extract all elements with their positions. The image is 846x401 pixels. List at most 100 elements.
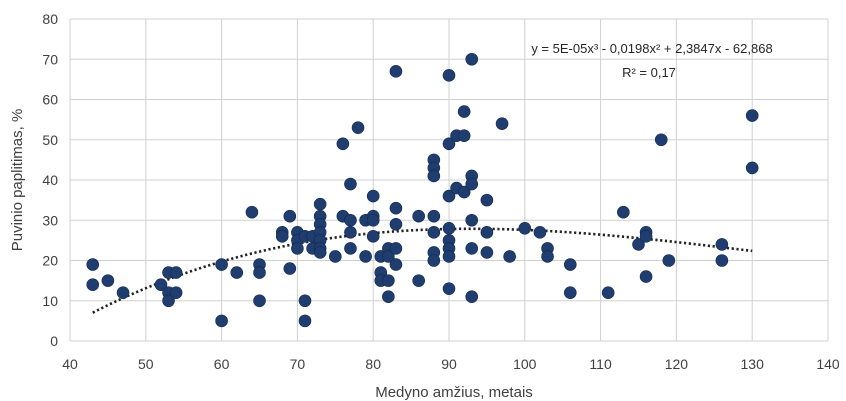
y-axis-title: Puvinio paplitimas, % [9, 109, 26, 252]
data-point [366, 213, 380, 227]
data-point [541, 250, 554, 263]
x-tick-label: 70 [290, 356, 306, 372]
data-point [715, 238, 729, 251]
data-point [442, 69, 456, 82]
data-point [169, 266, 183, 279]
data-point [230, 266, 244, 279]
data-point [366, 230, 380, 243]
y-tick-label: 20 [42, 253, 58, 269]
data-point [313, 246, 327, 259]
data-point [442, 250, 456, 263]
data-point [465, 213, 479, 227]
data-point [215, 314, 228, 328]
data-point [162, 294, 175, 308]
data-point [654, 133, 668, 147]
x-tick-label: 110 [589, 356, 612, 372]
data-point [389, 65, 403, 78]
y-tick-label: 80 [42, 11, 58, 27]
data-point [389, 201, 403, 215]
data-point [632, 238, 645, 251]
data-point [101, 274, 115, 287]
data-point [442, 137, 456, 151]
data-point [563, 286, 577, 300]
y-tick-label: 30 [42, 212, 58, 228]
x-tick-label: 130 [741, 356, 765, 372]
data-point [116, 286, 130, 300]
data-point [533, 226, 547, 239]
trendline [92, 227, 753, 314]
data-point [359, 250, 372, 263]
data-point [298, 294, 312, 308]
data-point [412, 274, 425, 287]
data-point [169, 286, 183, 300]
data-point [495, 117, 509, 130]
y-axis-ticks: 0 10 20 30 40 50 60 70 80 [42, 11, 58, 349]
data-point [480, 226, 494, 239]
y-tick-label: 40 [42, 172, 58, 188]
data-point [389, 217, 403, 231]
x-tick-label: 80 [365, 356, 381, 372]
data-point [442, 222, 456, 235]
data-point [745, 109, 759, 122]
data-point [291, 242, 304, 255]
trendline-layer [92, 227, 753, 314]
data-point [351, 121, 365, 134]
data-point [344, 226, 357, 239]
data-point [465, 242, 479, 255]
data-point [382, 274, 395, 287]
x-tick-label: 140 [816, 356, 840, 372]
x-tick-label: 120 [665, 356, 689, 372]
data-point [601, 286, 615, 300]
y-tick-label: 10 [42, 293, 58, 309]
y-tick-label: 50 [42, 132, 58, 148]
x-tick-label: 50 [138, 356, 154, 372]
data-point [382, 250, 395, 263]
data-point [427, 209, 441, 223]
data-point [366, 189, 380, 203]
data-point [639, 270, 653, 283]
trendline-equation: y = 5E-05x³ - 0,0198x² + 2,3847x - 62,86… [531, 41, 772, 56]
data-point [503, 250, 516, 263]
data-point [427, 254, 441, 267]
data-point [457, 105, 471, 118]
data-point [389, 242, 403, 255]
data-point [480, 246, 494, 259]
y-tick-label: 0 [50, 333, 58, 349]
x-axis-ticks: 40 50 60 70 80 90 100 110 120 130 140 [62, 356, 840, 372]
x-tick-label: 60 [214, 356, 230, 372]
r-squared-label: R² = 0,17 [622, 65, 676, 80]
data-point [442, 189, 456, 203]
data-point [518, 222, 532, 235]
x-tick-label: 40 [62, 356, 78, 372]
data-point [313, 197, 327, 211]
data-point [457, 129, 471, 143]
data-point [215, 258, 228, 271]
data-point [480, 193, 494, 207]
data-point [298, 314, 312, 328]
data-point [253, 266, 266, 279]
data-point [154, 278, 168, 291]
data-point [412, 209, 425, 223]
x-axis-title: Medyno amžius, metais [375, 384, 533, 401]
data-point [328, 250, 342, 263]
data-point [344, 242, 357, 255]
data-point [465, 177, 479, 191]
data-point [465, 52, 479, 66]
data-point [245, 205, 259, 219]
data-point [662, 254, 676, 267]
data-point [344, 177, 357, 191]
y-tick-label: 70 [42, 51, 58, 67]
data-point [283, 262, 297, 275]
x-tick-label: 100 [513, 356, 537, 372]
data-point [389, 258, 403, 271]
data-point [715, 254, 729, 267]
data-point [563, 258, 577, 271]
data-point [275, 230, 289, 243]
data-point [442, 282, 456, 295]
x-tick-label: 90 [441, 356, 457, 372]
data-point [382, 290, 395, 304]
data-point [617, 205, 630, 219]
data-point [86, 278, 100, 291]
data-point [283, 209, 297, 223]
